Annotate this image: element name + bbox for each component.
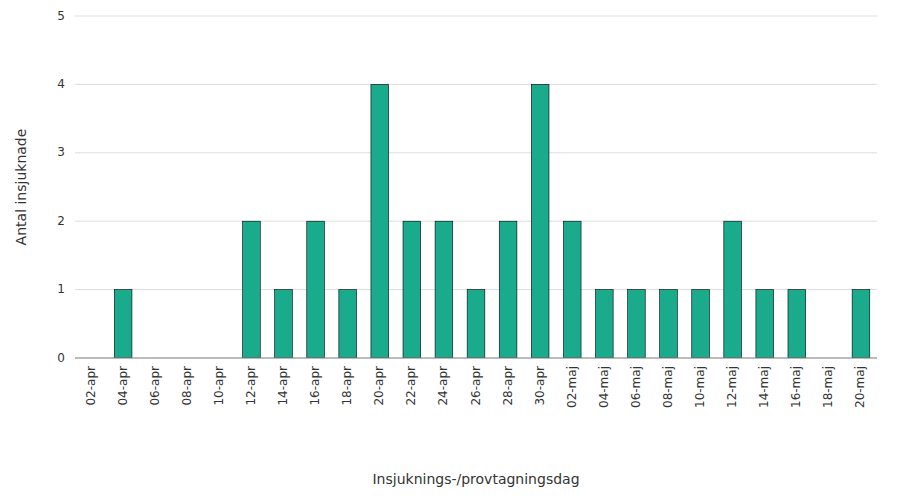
bar bbox=[692, 290, 710, 358]
bar bbox=[467, 290, 485, 358]
bar bbox=[339, 290, 357, 358]
bar bbox=[499, 221, 517, 358]
y-tick-label: 5 bbox=[57, 9, 65, 23]
x-tick-label: 20-apr bbox=[372, 366, 386, 406]
x-tick-label: 30-apr bbox=[533, 366, 547, 406]
x-tick-label: 10-apr bbox=[212, 366, 226, 406]
y-tick-label: 1 bbox=[57, 282, 65, 296]
grid bbox=[75, 16, 877, 358]
x-tick-label: 02-maj bbox=[565, 366, 579, 408]
chart-container: 0 1 2 3 4 5 02-apr 04-apr 06-apr 08-apr 10-apr 12-a… bbox=[0, 0, 897, 498]
x-tick-label: 12-maj bbox=[725, 366, 739, 408]
bar bbox=[788, 290, 806, 358]
x-tick-label: 10-maj bbox=[693, 366, 707, 408]
x-tick-label: 24-apr bbox=[436, 366, 450, 406]
x-tick-label: 06-apr bbox=[148, 366, 162, 406]
bar bbox=[563, 221, 581, 358]
bar bbox=[371, 84, 389, 358]
chart-svg: 0 1 2 3 4 5 02-apr 04-apr 06-apr 08-apr 10-apr 12-a… bbox=[0, 0, 897, 498]
bar bbox=[435, 221, 453, 358]
bars bbox=[114, 84, 869, 358]
bar bbox=[595, 290, 613, 358]
x-axis-line bbox=[75, 358, 877, 359]
y-tick-label: 3 bbox=[57, 145, 65, 159]
x-tick-label: 08-maj bbox=[661, 366, 675, 408]
x-tick-label: 22-apr bbox=[404, 366, 418, 406]
y-tick-label: 4 bbox=[57, 77, 65, 91]
y-tick-label: 2 bbox=[57, 214, 65, 228]
y-tick-label: 0 bbox=[57, 351, 65, 365]
bar bbox=[403, 221, 421, 358]
x-tick-label: 14-maj bbox=[757, 366, 771, 408]
bar bbox=[756, 290, 774, 358]
x-tick-label: 08-apr bbox=[180, 366, 194, 406]
x-tick-label: 04-maj bbox=[597, 366, 611, 408]
bar bbox=[852, 290, 870, 358]
x-tick-label: 28-apr bbox=[501, 366, 515, 406]
grid-line bbox=[75, 358, 877, 359]
bar bbox=[660, 290, 678, 358]
x-tick-label: 20-maj bbox=[853, 366, 867, 408]
x-tick-label: 14-apr bbox=[276, 366, 290, 406]
y-axis-title: Antal insjuknade bbox=[13, 129, 29, 246]
x-tick-label: 06-maj bbox=[629, 366, 643, 408]
x-tick-label: 16-maj bbox=[789, 366, 803, 408]
bar bbox=[114, 290, 132, 358]
bar bbox=[628, 290, 646, 358]
bar bbox=[307, 221, 325, 358]
bar bbox=[275, 290, 293, 358]
bar bbox=[724, 221, 742, 358]
x-tick-label: 18-apr bbox=[340, 366, 354, 406]
x-tick-label: 18-maj bbox=[821, 366, 835, 408]
x-tick-label: 26-apr bbox=[469, 366, 483, 406]
bar bbox=[531, 84, 549, 358]
grid-line bbox=[75, 16, 877, 17]
grid-line bbox=[75, 84, 877, 85]
x-axis-title: Insjuknings-/provtagningsdag bbox=[372, 471, 579, 487]
x-tick-label: 16-apr bbox=[308, 366, 322, 406]
x-tick-label: 12-apr bbox=[244, 366, 258, 406]
grid-line bbox=[75, 152, 877, 153]
x-tick-label: 04-apr bbox=[116, 366, 130, 406]
bar bbox=[243, 221, 261, 358]
grid-line bbox=[75, 221, 877, 222]
x-tick-label: 02-apr bbox=[84, 366, 98, 406]
